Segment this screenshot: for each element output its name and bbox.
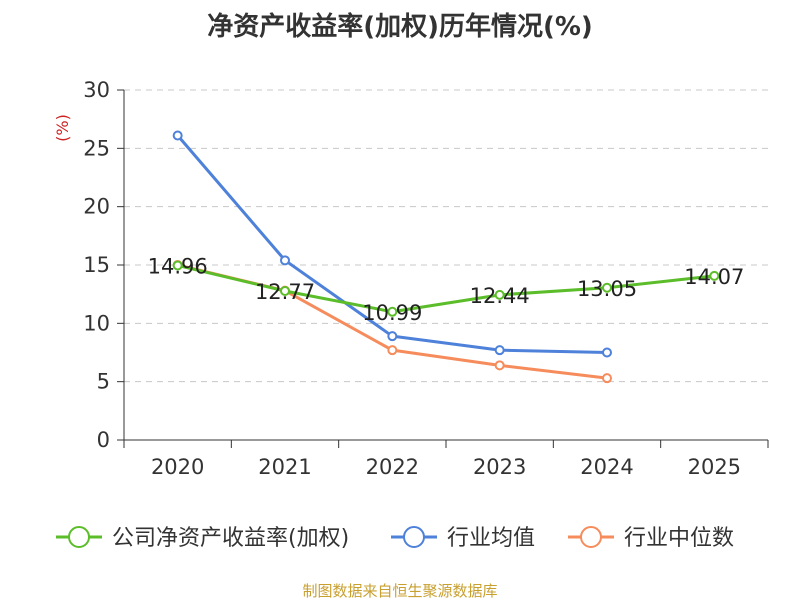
x-tick-label: 2025: [688, 455, 741, 479]
data-point[interactable]: [172, 260, 183, 271]
data-labels: 14.96 12.77 10.99 12.44 13.05 14.07: [148, 254, 745, 324]
legend: 公司净资产收益率(加权) 行业均值 行业中位数: [56, 526, 734, 551]
data-label: 13.05: [577, 277, 637, 301]
chart-title: 净资产收益率(加权)历年情况(%): [207, 12, 593, 42]
data-point[interactable]: [602, 373, 612, 384]
data-point[interactable]: [709, 270, 720, 281]
x-tick-label: 2024: [580, 455, 633, 479]
data-point[interactable]: [602, 282, 612, 293]
data-point[interactable]: [494, 360, 505, 371]
source-note: 制图数据来自恒生聚源数据库: [302, 582, 498, 600]
y-tick-label: 15: [83, 253, 110, 277]
gridlines: [124, 89, 768, 383]
y-tick-label: 30: [83, 78, 110, 102]
data-point[interactable]: [494, 289, 505, 300]
y-axis-unit-label: (%): [53, 114, 72, 142]
x-tick-label: 2021: [258, 455, 311, 479]
data-label: 12.44: [470, 284, 530, 308]
legend-label: 公司净资产收益率(加权): [112, 526, 349, 551]
legend-marker: [403, 526, 425, 548]
legend-marker: [580, 526, 602, 548]
data-label: 10.99: [362, 301, 422, 325]
legend-label: 行业均值: [447, 526, 535, 551]
series-line: [177, 264, 715, 314]
data-point[interactable]: [494, 345, 505, 356]
x-tick-label: 2022: [366, 455, 419, 479]
data-label: 14.07: [684, 265, 744, 289]
data-point[interactable]: [387, 331, 398, 342]
data-label: 14.96: [148, 254, 208, 278]
data-point[interactable]: [387, 306, 398, 317]
legend-label: 行业中位数: [624, 526, 734, 551]
data-point[interactable]: [387, 345, 398, 356]
x-axis-ticks: 2020 2021 2022 2023 2024 2025: [123, 440, 769, 479]
data-point[interactable]: [602, 347, 612, 358]
series-group: [172, 130, 720, 384]
data-point[interactable]: [280, 286, 290, 297]
y-tick-label: 5: [97, 370, 110, 394]
y-tick-label: 0: [97, 428, 110, 452]
y-tick-label: 10: [83, 311, 110, 335]
y-tick-label: 20: [83, 195, 110, 219]
legend-marker: [68, 526, 90, 548]
data-label: 12.77: [255, 280, 315, 304]
x-tick-label: 2020: [151, 455, 204, 479]
data-point[interactable]: [172, 130, 183, 141]
y-tick-label: 25: [83, 136, 110, 160]
x-tick-label: 2023: [473, 455, 526, 479]
y-axis-ticks: 0 5 10 15 20 25 30: [83, 78, 124, 452]
data-point[interactable]: [280, 255, 290, 266]
